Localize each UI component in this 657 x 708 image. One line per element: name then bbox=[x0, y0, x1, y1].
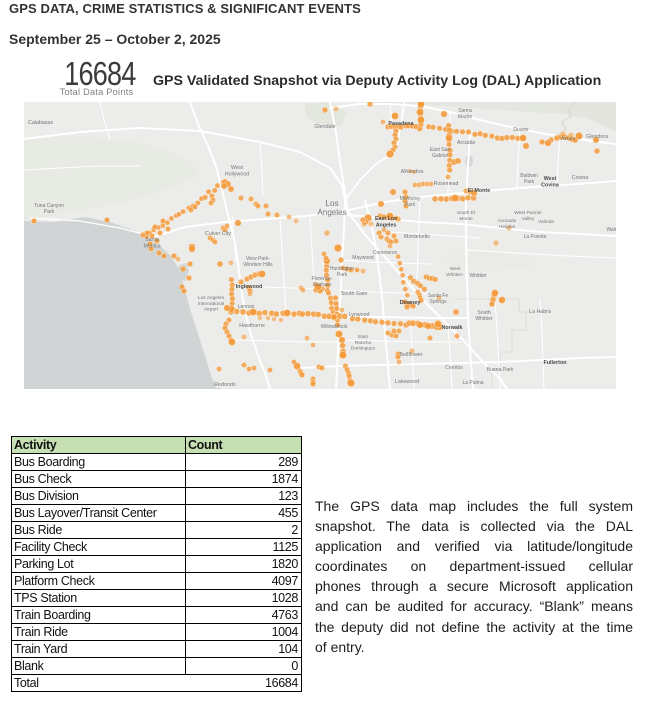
svg-text:Inglewood: Inglewood bbox=[236, 284, 263, 290]
svg-text:La Puente: La Puente bbox=[524, 234, 547, 240]
svg-text:Norwalk: Norwalk bbox=[442, 325, 463, 331]
svg-text:Florence-Graham: Florence-Graham bbox=[311, 276, 332, 288]
svg-text:Duarte: Duarte bbox=[513, 127, 528, 133]
svg-text:Rosemead: Rosemead bbox=[434, 181, 459, 187]
svg-text:Arcadia: Arcadia bbox=[457, 140, 475, 146]
svg-text:El Monte: El Monte bbox=[468, 188, 490, 194]
svg-text:RedondoBeach: RedondoBeach bbox=[214, 382, 236, 389]
svg-text:Glendora: Glendora bbox=[586, 134, 608, 140]
svg-text:Lakewood: Lakewood bbox=[395, 379, 419, 385]
svg-text:View Park-Windsor Hills: View Park-Windsor Hills bbox=[243, 256, 273, 268]
svg-text:La Habra: La Habra bbox=[529, 309, 551, 315]
svg-text:Azusa: Azusa bbox=[561, 136, 575, 142]
svg-text:South Gate: South Gate bbox=[341, 291, 368, 297]
svg-text:Cerritos: Cerritos bbox=[445, 365, 463, 371]
svg-text:Montebello: Montebello bbox=[404, 234, 430, 240]
svg-text:Maywood: Maywood bbox=[352, 255, 374, 261]
svg-text:Hawthorne: Hawthorne bbox=[239, 323, 265, 329]
svg-text:Buena Park: Buena Park bbox=[487, 367, 514, 373]
svg-text:Willowbrook: Willowbrook bbox=[321, 324, 348, 330]
svg-text:Waln: Waln bbox=[606, 227, 616, 233]
svg-text:Whittier: Whittier bbox=[469, 273, 487, 279]
svg-text:Calabasas: Calabasas bbox=[28, 120, 53, 126]
svg-text:Alhambra: Alhambra bbox=[401, 169, 424, 175]
svg-text:Glendale: Glendale bbox=[314, 124, 335, 130]
svg-text:La Palma: La Palma bbox=[462, 380, 483, 386]
svg-text:Valinda: Valinda bbox=[538, 219, 554, 225]
svg-text:Fullerton: Fullerton bbox=[543, 360, 566, 366]
svg-text:Covina: Covina bbox=[572, 175, 589, 181]
svg-text:Culver City: Culver City bbox=[205, 231, 231, 237]
svg-text:Lynwood: Lynwood bbox=[348, 312, 369, 318]
svg-text:Commerce: Commerce bbox=[373, 250, 398, 256]
svg-text:Downey: Downey bbox=[400, 300, 421, 306]
svg-text:Lennox: Lennox bbox=[238, 304, 255, 310]
svg-text:Bellflower: Bellflower bbox=[400, 352, 423, 358]
svg-text:Pasadena: Pasadena bbox=[388, 121, 414, 127]
